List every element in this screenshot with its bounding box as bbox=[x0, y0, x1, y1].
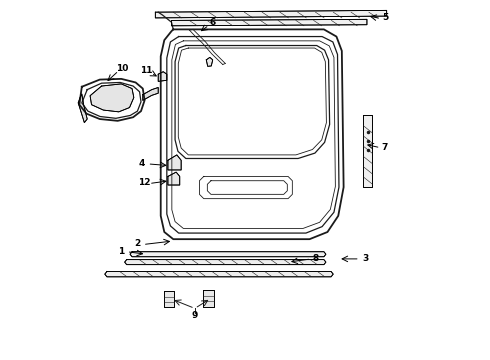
Polygon shape bbox=[164, 291, 174, 307]
Polygon shape bbox=[105, 271, 333, 277]
Polygon shape bbox=[172, 19, 367, 26]
Text: 9: 9 bbox=[192, 311, 198, 320]
Polygon shape bbox=[168, 172, 180, 185]
Text: 8: 8 bbox=[313, 254, 319, 263]
Polygon shape bbox=[155, 10, 387, 18]
Polygon shape bbox=[90, 84, 134, 112]
Text: 2: 2 bbox=[134, 239, 141, 248]
Text: 1: 1 bbox=[118, 247, 124, 256]
Text: 12: 12 bbox=[138, 178, 150, 187]
Polygon shape bbox=[203, 291, 214, 307]
Polygon shape bbox=[124, 260, 326, 265]
Text: 7: 7 bbox=[382, 143, 388, 152]
Text: 10: 10 bbox=[116, 64, 128, 73]
Polygon shape bbox=[143, 87, 158, 100]
Polygon shape bbox=[206, 57, 213, 66]
Polygon shape bbox=[364, 116, 372, 187]
Text: 11: 11 bbox=[140, 67, 152, 76]
Polygon shape bbox=[130, 252, 326, 257]
Text: 4: 4 bbox=[139, 159, 145, 168]
Polygon shape bbox=[78, 94, 87, 123]
Text: 6: 6 bbox=[210, 18, 216, 27]
Text: 5: 5 bbox=[383, 13, 389, 22]
Polygon shape bbox=[168, 155, 181, 170]
Polygon shape bbox=[158, 72, 167, 81]
Text: 3: 3 bbox=[362, 254, 368, 263]
